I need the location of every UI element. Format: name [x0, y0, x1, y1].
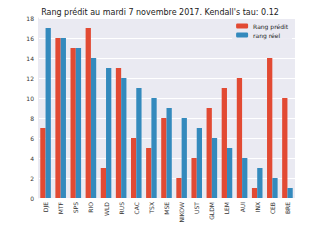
svg-text:16: 16 [26, 35, 34, 42]
svg-text:UST: UST [193, 202, 200, 214]
svg-text:14: 14 [26, 55, 34, 62]
svg-text:RIO: RIO [87, 202, 94, 213]
svg-text:18: 18 [26, 15, 34, 22]
svg-text:TSX: TSX [148, 202, 155, 215]
svg-text:WLD: WLD [103, 202, 110, 216]
svg-text:DJE: DJE [42, 202, 50, 212]
svg-text:0: 0 [30, 195, 34, 202]
svg-text:LEM: LEM [223, 202, 230, 214]
svg-text:4: 4 [30, 155, 34, 162]
svg-text:Rang prédit: Rang prédit [253, 23, 289, 31]
svg-text:Rang prédit au mardi 7 novembr: Rang prédit au mardi 7 novembre 2017. Ke… [41, 7, 279, 17]
svg-text:BRE: BRE [284, 202, 291, 214]
svg-text:MSE: MSE [163, 202, 170, 215]
svg-text:NIKOW: NIKOW [178, 202, 185, 223]
svg-text:CAC: CAC [133, 202, 140, 214]
svg-text:INX: INX [254, 202, 261, 212]
svg-text:10: 10 [26, 95, 34, 102]
svg-text:2: 2 [30, 175, 34, 182]
svg-text:SPS: SPS [72, 202, 79, 213]
svg-text:CEB: CEB [269, 202, 276, 214]
svg-text:AUI: AUI [239, 202, 246, 212]
svg-text:rang réel: rang réel [253, 32, 280, 40]
svg-text:6: 6 [30, 135, 34, 142]
svg-text:MTF: MTF [57, 201, 64, 214]
svg-text:RUS: RUS [118, 202, 125, 215]
svg-text:12: 12 [26, 75, 34, 82]
svg-text:8: 8 [30, 115, 34, 122]
svg-text:GLDM: GLDM [208, 202, 215, 220]
